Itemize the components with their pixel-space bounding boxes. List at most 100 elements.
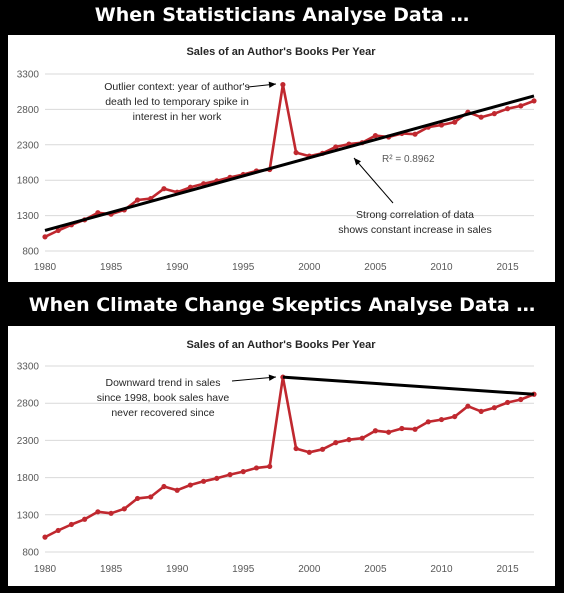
data-point [82, 516, 88, 522]
y-tick-label: 800 [22, 247, 39, 258]
data-point [452, 413, 458, 420]
data-point [293, 445, 299, 452]
data-point [200, 478, 207, 484]
data-point [452, 119, 458, 125]
data-point [372, 428, 379, 434]
data-point [412, 426, 418, 432]
y-tick-label: 3300 [17, 362, 40, 373]
data-point [412, 131, 418, 137]
y-tick-label: 2300 [17, 140, 40, 151]
data-point [187, 482, 193, 488]
trendline [44, 94, 535, 232]
data-point [386, 429, 392, 435]
chart-title: Sales of an Author's Books Per Year [186, 46, 376, 58]
x-tick-label: 2010 [430, 564, 453, 575]
data-point [227, 472, 233, 478]
arrowhead [268, 81, 276, 88]
data-point [346, 437, 352, 443]
statisticians-banner: When Statisticians Analyse Data … [94, 4, 470, 26]
arrowhead [354, 158, 362, 166]
data-point [491, 405, 497, 411]
data-point [148, 494, 154, 500]
x-tick-label: 1980 [34, 262, 57, 273]
data-point [55, 527, 61, 534]
data-point [306, 449, 312, 455]
statisticians-chart-panel: Sales of an Author's Books Per Year 800 13… [8, 35, 555, 282]
x-tick-label: 1985 [100, 564, 123, 575]
data-point [174, 487, 180, 493]
data-point [504, 399, 511, 406]
downward-trend-annotation: Downward trend in sales since 1998, book … [97, 377, 230, 419]
data-point [333, 144, 339, 150]
x-tick-label: 2015 [496, 262, 519, 273]
annotation-line: shows constant increase in sales [338, 224, 492, 236]
data-point [108, 510, 114, 516]
data-point [280, 82, 286, 88]
x-tick-label: 1985 [100, 262, 123, 273]
data-point [214, 475, 220, 481]
y-tick-label: 1800 [17, 176, 40, 187]
data-point [293, 149, 299, 156]
data-point [42, 234, 48, 240]
y-tick-label: 2300 [17, 436, 40, 447]
data-point [518, 103, 524, 109]
annotation-line: since 1998, book sales have [97, 392, 230, 404]
downward-trendline [282, 375, 535, 396]
data-point [319, 446, 326, 452]
data-point [161, 483, 167, 490]
x-tick-label: 1995 [232, 262, 255, 273]
data-point [504, 106, 511, 112]
skeptics-chart-panel: Sales of an Author's Books Per Year 800 13… [8, 326, 555, 586]
statisticians-chart: Sales of an Author's Books Per Year 800 13… [17, 46, 537, 273]
outlier-annotation: Outlier context: year of author's death l… [104, 81, 250, 123]
y-tick-label: 1300 [17, 510, 40, 521]
data-point [267, 463, 273, 470]
annotation-line: never recovered since [111, 407, 214, 419]
y-tick-label: 2800 [17, 399, 40, 410]
data-point [359, 435, 365, 441]
data-point [531, 98, 537, 104]
y-tick-label: 800 [22, 548, 39, 559]
annotation-line: Downward trend in sales [106, 377, 221, 389]
data-point [465, 403, 471, 409]
annotation-line: death led to temporary spike in [105, 96, 249, 108]
x-tick-label: 1990 [166, 262, 189, 273]
data-point [438, 122, 445, 128]
r-squared-label: R² = 0.8962 [382, 154, 435, 165]
data-point [478, 408, 484, 414]
chart-title: Sales of an Author's Books Per Year [186, 339, 376, 351]
data-point [438, 416, 445, 423]
data-point [95, 509, 101, 515]
data-point [372, 132, 379, 139]
annotation-arrow [231, 376, 277, 382]
data-point [134, 495, 141, 502]
x-tick-label: 1980 [34, 564, 57, 575]
data-point [491, 111, 497, 117]
arrowhead [268, 374, 276, 381]
data-point [161, 186, 167, 192]
y-tick-label: 3300 [17, 70, 40, 81]
data-point [121, 506, 127, 512]
correlation-annotation: Strong correlation of data shows constant… [338, 209, 492, 236]
x-tick-label: 2010 [430, 262, 453, 273]
data-point [518, 396, 524, 403]
data-point [399, 425, 405, 432]
x-tick-label: 2000 [298, 564, 321, 575]
x-tick-label: 1995 [232, 564, 255, 575]
skeptics-chart: Sales of an Author's Books Per Year 800 13… [17, 339, 537, 575]
y-tick-label: 1300 [17, 211, 40, 222]
x-tick-label: 2015 [496, 564, 519, 575]
annotation-line: Strong correlation of data [356, 209, 474, 221]
y-tick-label: 2800 [17, 105, 40, 116]
x-tick-label: 2005 [364, 564, 387, 575]
data-point [134, 197, 141, 203]
x-tick-label: 2005 [364, 262, 387, 273]
annotation-line: Outlier context: year of author's [104, 81, 250, 93]
skeptics-banner: When Climate Change Skeptics Analyse Dat… [28, 294, 536, 316]
data-point [68, 521, 75, 528]
x-tick-label: 2000 [298, 262, 321, 273]
annotation-line: interest in her work [133, 111, 222, 123]
data-point [333, 440, 339, 446]
data-point [240, 469, 246, 475]
